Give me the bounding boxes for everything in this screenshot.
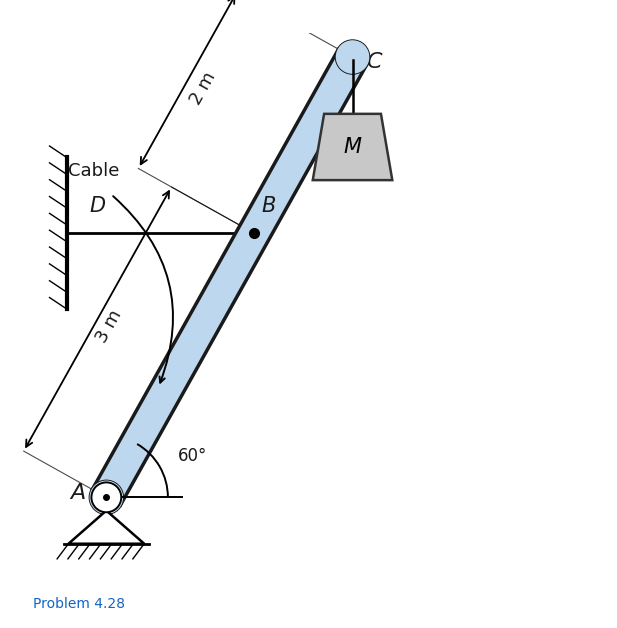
Text: Problem 4.28: Problem 4.28 <box>33 597 125 611</box>
Text: 3 m: 3 m <box>93 307 125 346</box>
Circle shape <box>90 481 122 514</box>
Text: 2 m: 2 m <box>186 68 219 107</box>
Text: A: A <box>70 482 86 502</box>
Circle shape <box>336 41 368 73</box>
Circle shape <box>336 40 370 74</box>
Polygon shape <box>313 114 392 180</box>
Text: C: C <box>366 52 381 72</box>
Text: D: D <box>89 196 106 216</box>
Text: 60°: 60° <box>178 447 207 465</box>
Polygon shape <box>93 49 366 505</box>
Text: B: B <box>262 196 276 216</box>
Polygon shape <box>68 511 144 544</box>
Circle shape <box>89 480 123 514</box>
Text: M: M <box>344 137 362 157</box>
Circle shape <box>91 482 122 512</box>
Circle shape <box>93 484 120 511</box>
Text: Cable: Cable <box>68 161 120 180</box>
